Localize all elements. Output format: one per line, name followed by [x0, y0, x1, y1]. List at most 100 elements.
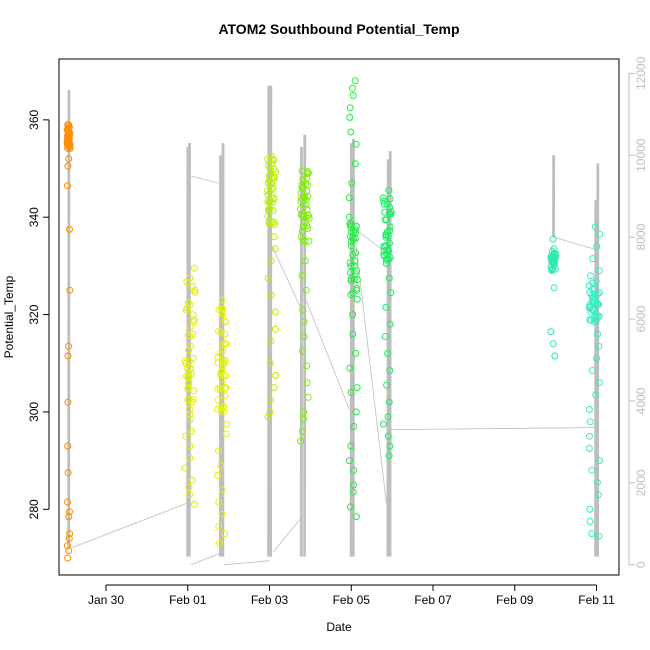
altitude-profile-2: [187, 142, 191, 557]
data-point: [350, 423, 358, 430]
altitude-transit-10: [553, 236, 596, 250]
data-point: [186, 333, 194, 340]
data-point: [386, 239, 393, 247]
data-point: [214, 405, 221, 413]
data-point: [266, 359, 274, 367]
data-point: [595, 532, 603, 540]
data-point: [586, 302, 594, 310]
data-point: [186, 365, 194, 373]
data-point: [347, 262, 355, 270]
data-point: [185, 357, 193, 365]
data-point: [185, 346, 193, 354]
data-point: [191, 288, 199, 296]
altitude-profile-6: [269, 85, 273, 557]
data-point: [298, 272, 306, 280]
data-point: [272, 308, 279, 316]
altitude-profile-13: [552, 155, 556, 238]
data-point: [186, 491, 193, 499]
data-point: [181, 357, 189, 365]
data-point: [302, 214, 310, 222]
data-point: [187, 342, 195, 350]
data-point: [298, 195, 306, 203]
data-point: [586, 518, 594, 525]
data-point: [297, 437, 304, 445]
data-point: [183, 305, 191, 312]
data-point: [190, 387, 198, 395]
data-point: [349, 84, 356, 92]
data-point: [550, 284, 558, 292]
data-point: [346, 259, 354, 267]
data-point: [186, 323, 194, 331]
data-point: [300, 415, 307, 423]
data-point: [267, 337, 275, 345]
data-point: [218, 296, 226, 304]
data-point: [347, 242, 355, 250]
data-point: [188, 476, 196, 484]
data-point: [386, 195, 394, 203]
y2-tick-label: 8000: [634, 223, 648, 250]
data-point: [223, 420, 231, 428]
data-point: [379, 194, 387, 202]
data-point: [385, 274, 393, 282]
data-point: [222, 357, 229, 364]
data-point: [66, 286, 74, 294]
data-point: [381, 252, 389, 260]
data-point: [301, 218, 309, 226]
data-point: [303, 222, 311, 230]
data-point: [66, 225, 73, 233]
altitude-profile-10: [351, 138, 355, 557]
data-point: [589, 367, 596, 374]
y-tick-label: 360: [27, 109, 41, 129]
y-tick-label: 340: [27, 207, 41, 227]
data-point: [300, 333, 308, 340]
data-point: [301, 257, 309, 265]
data-point: [349, 233, 357, 241]
data-point: [221, 384, 229, 392]
data-point: [595, 289, 603, 297]
x-tick-label: Feb 01: [169, 593, 207, 607]
data-point: [299, 236, 307, 244]
data-point: [186, 442, 194, 450]
data-point: [586, 418, 594, 426]
data-point: [218, 510, 226, 518]
data-point: [381, 208, 389, 216]
data-point: [297, 205, 304, 213]
data-point: [384, 350, 392, 357]
y2-tick-label: 4000: [634, 387, 648, 414]
x-tick-label: Jan 30: [88, 593, 124, 607]
data-point: [188, 427, 196, 435]
data-point: [585, 444, 593, 452]
data-point: [349, 251, 357, 259]
data-point: [186, 454, 194, 462]
data-point: [298, 181, 306, 189]
data-point: [347, 221, 355, 229]
data-point: [386, 320, 394, 328]
data-point: [593, 299, 601, 307]
data-point: [64, 469, 72, 477]
data-point: [347, 277, 355, 285]
plot-frame: [58, 58, 620, 576]
data-point: [303, 362, 311, 370]
data-point: [588, 530, 596, 538]
data-point: [585, 282, 593, 290]
data-point: [590, 307, 598, 315]
data-point: [264, 155, 272, 163]
series-4: [264, 152, 280, 421]
data-point: [346, 503, 354, 511]
data-point: [64, 144, 72, 152]
series-3: [214, 296, 231, 547]
data-point: [215, 327, 223, 335]
data-point: [593, 354, 600, 362]
series-7: [379, 186, 395, 460]
data-point: [351, 77, 359, 85]
data-point: [65, 535, 73, 542]
altitude-transit-0: [69, 502, 188, 549]
data-point: [65, 139, 73, 147]
x-tick-label: Feb 09: [496, 593, 534, 607]
data-point: [218, 486, 226, 494]
data-point: [271, 245, 279, 253]
data-point: [221, 330, 229, 338]
data-point: [264, 274, 272, 282]
data-point: [587, 272, 594, 280]
